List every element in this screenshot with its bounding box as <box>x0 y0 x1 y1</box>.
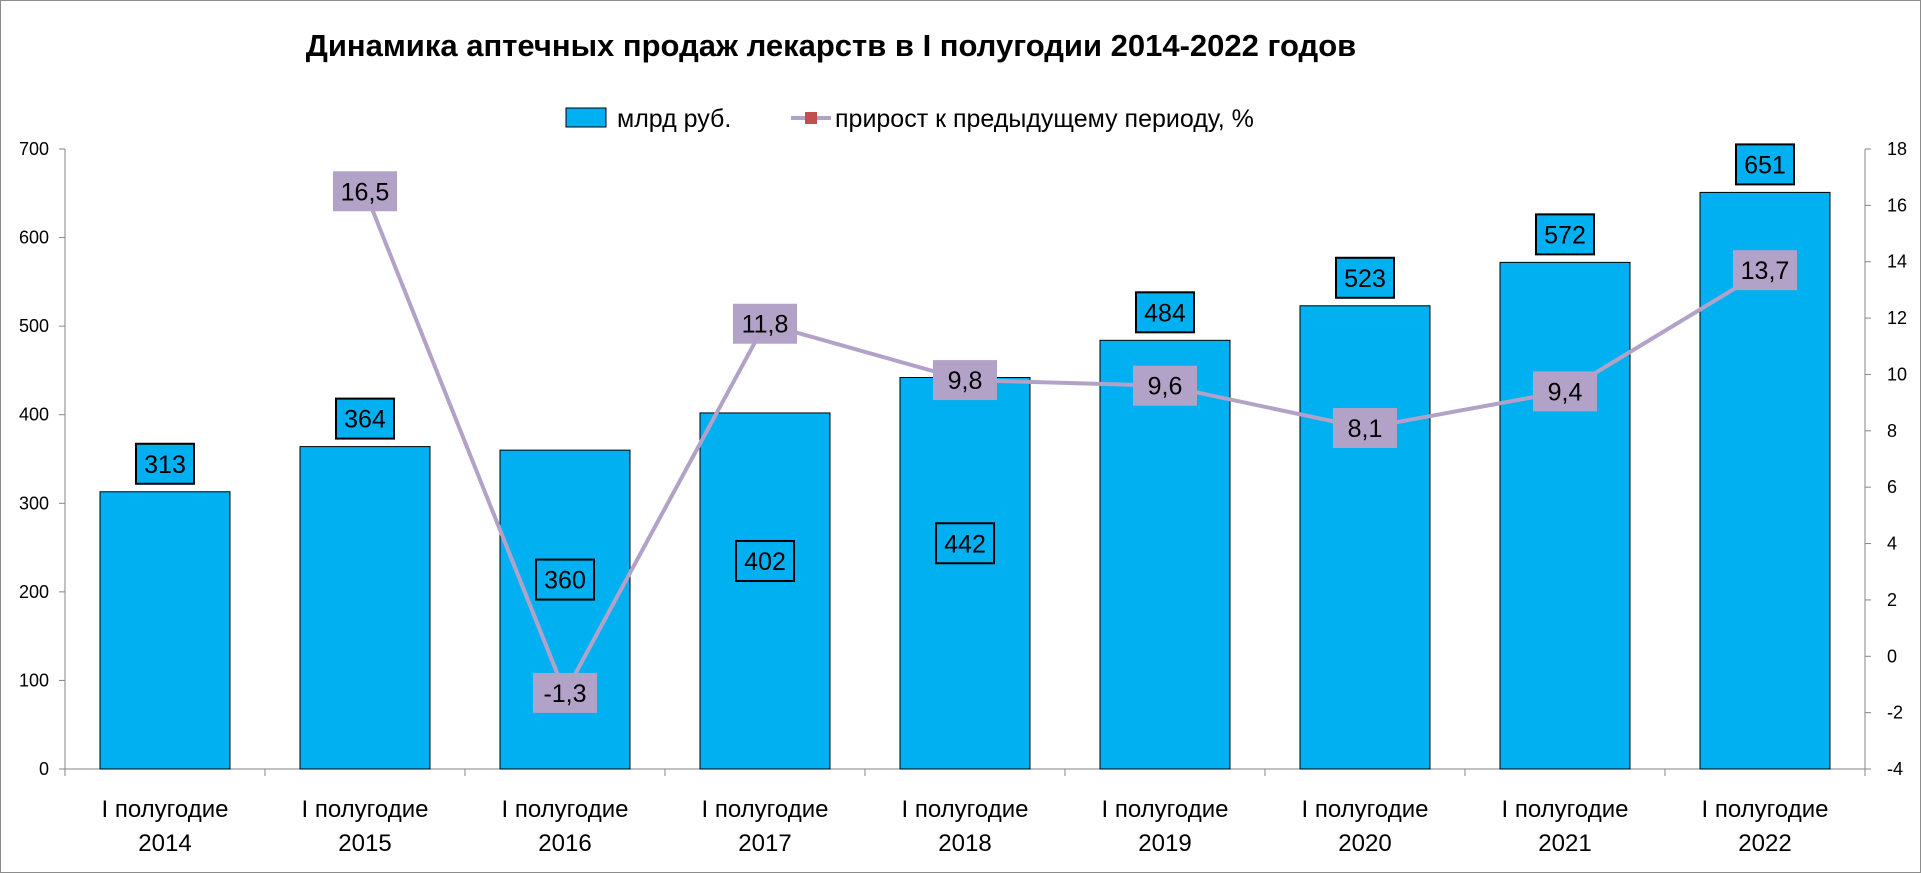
y-left-tick-label: 200 <box>19 582 49 602</box>
line-label-box <box>1733 250 1797 291</box>
y-right-tick-label: -2 <box>1887 703 1903 723</box>
y-right-tick-label: 6 <box>1887 477 1897 497</box>
line-data-label: 9,8 <box>948 367 983 395</box>
chart-title: Динамика аптечных продаж лекарств в I по… <box>306 28 1356 63</box>
legend: млрд руб. прирост к предыдущему периоду,… <box>565 105 1254 133</box>
x-tick-label-line1: I полугодие <box>102 796 229 823</box>
bar-label-box <box>1535 213 1595 256</box>
line-data-label: 9,6 <box>1148 373 1183 401</box>
legend-label-line: прирост к предыдущему периоду, % <box>835 105 1254 133</box>
x-tick-label-line1: I полугодие <box>1702 796 1829 823</box>
bar-data-label: 313 <box>144 451 186 479</box>
x-tick-label-line1: I полугодие <box>502 796 629 823</box>
axes: 0 100 200 300 400 500 600 700 -4 -2 0 2 4 6 8 10 12 14 16 1… <box>19 139 1907 857</box>
line-label-box <box>533 672 597 713</box>
line-label-box <box>733 303 797 344</box>
bar <box>699 412 831 770</box>
line-label-box <box>933 360 997 401</box>
y-left-tick-label: 600 <box>19 228 49 248</box>
line-data-label: 9,4 <box>1548 378 1583 406</box>
bar-data-label: 364 <box>344 406 386 434</box>
x-tick-label-line2: 2017 <box>738 830 791 857</box>
y-left-tick-label: 300 <box>19 493 49 513</box>
y-left-tick-label: 700 <box>19 139 49 159</box>
bar-label-box <box>535 558 595 601</box>
bar-label-box <box>935 522 995 565</box>
legend-swatch-bars <box>565 107 607 128</box>
line-label-box <box>333 171 397 212</box>
y-right-tick-label: 2 <box>1887 590 1897 610</box>
line-data-label: -1,3 <box>543 680 586 708</box>
x-tick-label-line1: I полугодие <box>702 796 829 823</box>
bar <box>1299 305 1431 770</box>
x-tick-label-line2: 2022 <box>1738 830 1791 857</box>
y-left-tick-label: 400 <box>19 405 49 425</box>
y-right-tick-label: 16 <box>1887 195 1907 215</box>
x-tick-label-line1: I полугодие <box>1102 796 1229 823</box>
y-right-tick-label: 8 <box>1887 421 1897 441</box>
y-left-tick-label: 500 <box>19 316 49 336</box>
line-labels: 16,5 -1,3 11,8 9,8 9,6 8,1 9,4 13,7 <box>333 171 1797 713</box>
y-right-tick-label: 14 <box>1887 252 1907 272</box>
bar-data-label: 442 <box>944 530 986 558</box>
x-tick-label-line2: 2015 <box>338 830 391 857</box>
line-data-label: 8,1 <box>1348 415 1383 443</box>
bar <box>1499 261 1631 770</box>
bar-series <box>99 191 1831 770</box>
line-label-box <box>1333 408 1397 448</box>
y-right-tick-label: 0 <box>1887 646 1897 666</box>
bar <box>99 491 231 770</box>
x-tick-label-line1: I полугодие <box>302 796 429 823</box>
bar-label-box <box>135 442 195 485</box>
bar-data-label: 523 <box>1344 265 1386 293</box>
x-tick-label-line2: 2021 <box>1538 830 1591 857</box>
x-tick-label-line2: 2018 <box>938 830 991 857</box>
bar <box>1099 339 1231 770</box>
bar-label-box <box>335 397 395 440</box>
y-right-tick-label: 18 <box>1887 139 1907 159</box>
y-left-tick-label: 100 <box>19 670 49 690</box>
legend-swatch-marker <box>805 112 817 124</box>
bar-label-box <box>1735 143 1795 186</box>
line-series <box>363 190 1767 695</box>
line-label-box <box>1133 365 1197 406</box>
bar-label-box <box>1135 291 1195 334</box>
x-tick-label-line2: 2019 <box>1138 830 1191 857</box>
x-tick-label-line1: I полугодие <box>1502 796 1629 823</box>
bar-data-label: 572 <box>1544 221 1586 249</box>
bar <box>899 377 1031 770</box>
bar-data-label: 484 <box>1144 299 1186 327</box>
legend-label-bars: млрд руб. <box>617 105 731 133</box>
line-label-box <box>1533 371 1597 412</box>
bar-label-box <box>735 539 795 582</box>
x-tick-label-line2: 2014 <box>138 830 191 857</box>
x-tick-label-line2: 2016 <box>538 830 591 857</box>
growth-line <box>363 190 1767 695</box>
y-left-tick-label: 0 <box>39 759 49 779</box>
y-right-tick-label: 10 <box>1887 364 1907 384</box>
x-tick-label-line2: 2020 <box>1338 830 1391 857</box>
bar-labels: 313 364 360 402 442 484 523 572 651 <box>135 143 1795 601</box>
bar-label-box <box>1335 256 1395 299</box>
x-tick-label-line1: I полугодие <box>902 796 1029 823</box>
line-data-label: 16,5 <box>341 178 390 206</box>
x-tick-label-line1: I полугодие <box>1302 796 1429 823</box>
bar-data-label: 402 <box>744 548 786 576</box>
y-right-tick-label: 4 <box>1887 534 1897 554</box>
line-data-label: 13,7 <box>1741 257 1790 285</box>
y-right-tick-label: 12 <box>1887 308 1907 328</box>
line-data-label: 11,8 <box>742 311 789 339</box>
bar-data-label: 651 <box>1744 151 1786 179</box>
bar-data-label: 360 <box>544 567 586 595</box>
y-right-tick-label: -4 <box>1887 759 1903 779</box>
bar <box>299 446 431 770</box>
